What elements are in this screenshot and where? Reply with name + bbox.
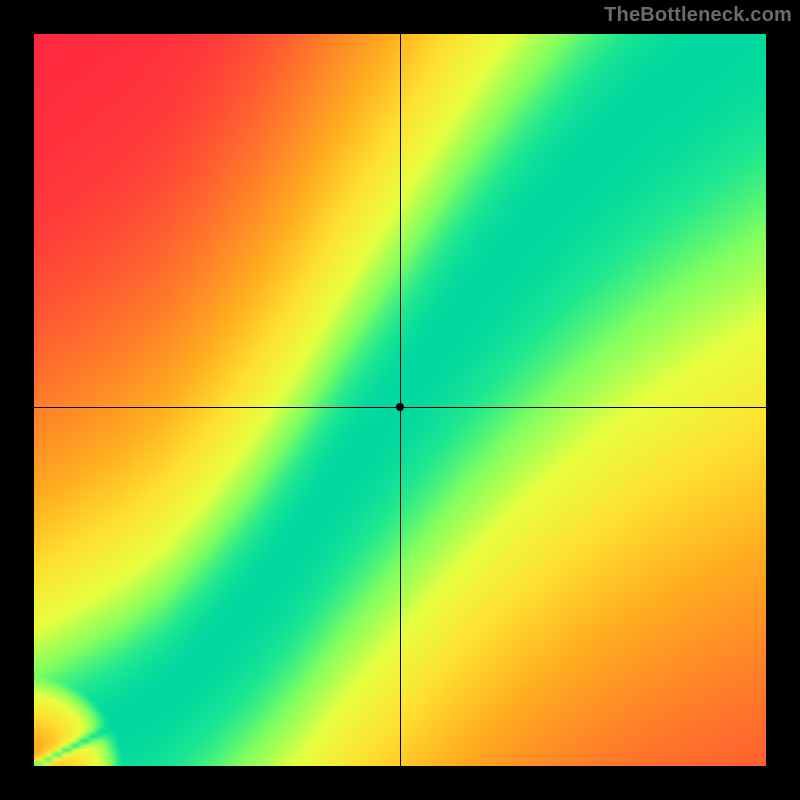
crosshair-vertical	[400, 34, 401, 766]
plot-area	[34, 34, 766, 766]
crosshair-center-dot	[396, 403, 404, 411]
watermark-label: TheBottleneck.com	[604, 4, 792, 27]
